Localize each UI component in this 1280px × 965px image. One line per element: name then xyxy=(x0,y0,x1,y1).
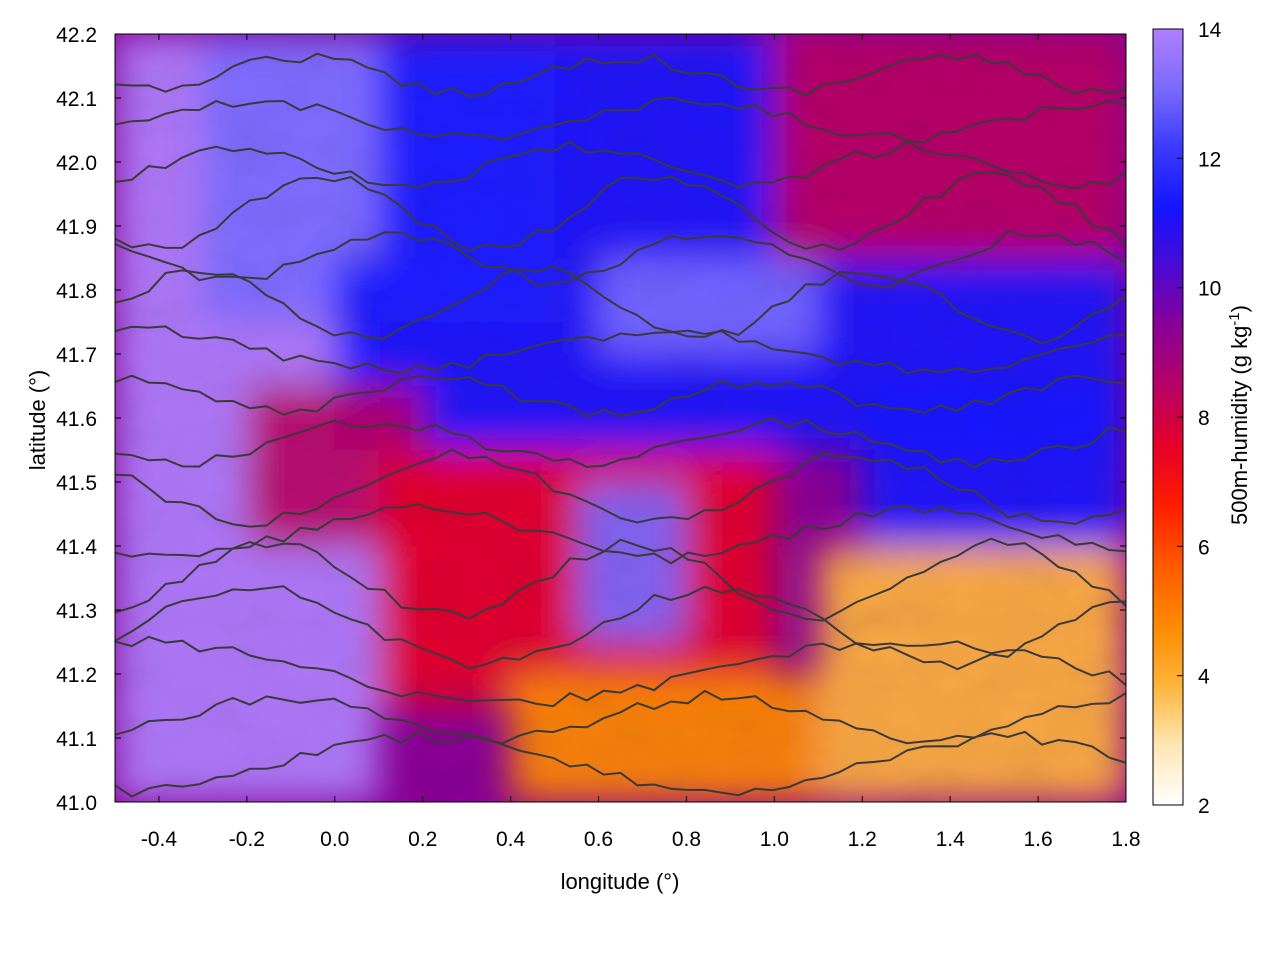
contour-line xyxy=(115,689,1126,745)
x-axis: -0.4 -0.2 0.0 0.2 0.4 0.6 0.8 1.0 1.2 1.4 1.6 1.8 xyxy=(141,34,1141,851)
contour-line xyxy=(115,585,1126,671)
contour-line xyxy=(115,229,1126,289)
heatmap-texture xyxy=(115,34,1126,802)
colorbar-tick-label: 6 xyxy=(1198,536,1210,559)
x-tick-label: 1.2 xyxy=(848,828,877,851)
colorbar-tick-label: 4 xyxy=(1198,666,1210,689)
x-tick-label: 0.0 xyxy=(320,828,349,851)
contour-line xyxy=(115,52,1126,98)
colorbar-tick-label: 14 xyxy=(1198,19,1222,42)
colorbar-tick-label: 8 xyxy=(1198,407,1210,430)
contour-line xyxy=(115,171,1126,252)
contour-line xyxy=(115,635,1126,708)
y-tick-label: 41.3 xyxy=(56,600,97,623)
x-tick-label: 1.6 xyxy=(1023,828,1052,851)
y-tick-label: 42.2 xyxy=(56,24,97,47)
contour-line xyxy=(115,448,1126,528)
contour-line xyxy=(115,265,1126,345)
x-tick-label: 0.2 xyxy=(408,828,437,851)
contour-line xyxy=(115,374,1126,418)
colorbar-label-close: ) xyxy=(1227,305,1252,312)
y-tick-label: 42.1 xyxy=(56,88,97,111)
y-tick-label: 41.6 xyxy=(56,408,97,431)
x-tick-label: 1.0 xyxy=(760,828,789,851)
contour-line xyxy=(115,96,1126,144)
contour-line xyxy=(115,503,1126,565)
y-tick-label: 42.0 xyxy=(56,152,97,175)
x-tick-label: 0.4 xyxy=(496,828,526,851)
y-tick-label: 41.2 xyxy=(56,664,97,687)
y-tick-label: 41.9 xyxy=(56,216,97,239)
contour-line xyxy=(115,730,1126,798)
y-tick-label: 41.0 xyxy=(56,792,97,815)
colorbar-tick-label: 2 xyxy=(1198,795,1210,818)
y-tick-label: 41.1 xyxy=(56,728,97,751)
colorbar-label-sup: -1 xyxy=(1226,312,1243,325)
colorbar-tick-label: 12 xyxy=(1198,148,1221,171)
contour-lines xyxy=(115,52,1126,798)
y-tick-label: 41.5 xyxy=(56,472,97,495)
contour-line xyxy=(115,416,1126,469)
contour-line xyxy=(115,325,1126,375)
y-axis: 41.0 41.1 41.2 41.3 41.4 41.5 41.6 41.7 41.8 41.9… xyxy=(56,24,1126,815)
y-tick-label: 41.4 xyxy=(56,536,97,559)
contour-line xyxy=(115,537,1126,622)
heatmap-field xyxy=(115,34,1126,802)
x-tick-label: 1.8 xyxy=(1111,828,1140,851)
x-tick-label: -0.4 xyxy=(141,828,178,851)
colorbar-label: 500m-humidity (g kg-1) xyxy=(1226,305,1253,525)
colorbar-tick-label: 10 xyxy=(1198,278,1221,301)
x-tick-label: 0.6 xyxy=(584,828,613,851)
x-axis-label: longitude (°) xyxy=(561,869,680,894)
y-tick-label: 41.8 xyxy=(56,280,97,303)
x-tick-label: -0.2 xyxy=(229,828,265,851)
colorbar-label-main: 500m-humidity (g kg xyxy=(1227,326,1252,525)
y-tick-label: 41.7 xyxy=(56,344,97,367)
contour-line xyxy=(115,140,1126,190)
x-tick-label: 1.4 xyxy=(936,828,966,851)
colorbar-ticks: 2 4 6 8 10 12 14 xyxy=(1177,19,1222,818)
x-tick-label: 0.8 xyxy=(672,828,701,851)
y-axis-label: latitude (°) xyxy=(25,370,50,471)
